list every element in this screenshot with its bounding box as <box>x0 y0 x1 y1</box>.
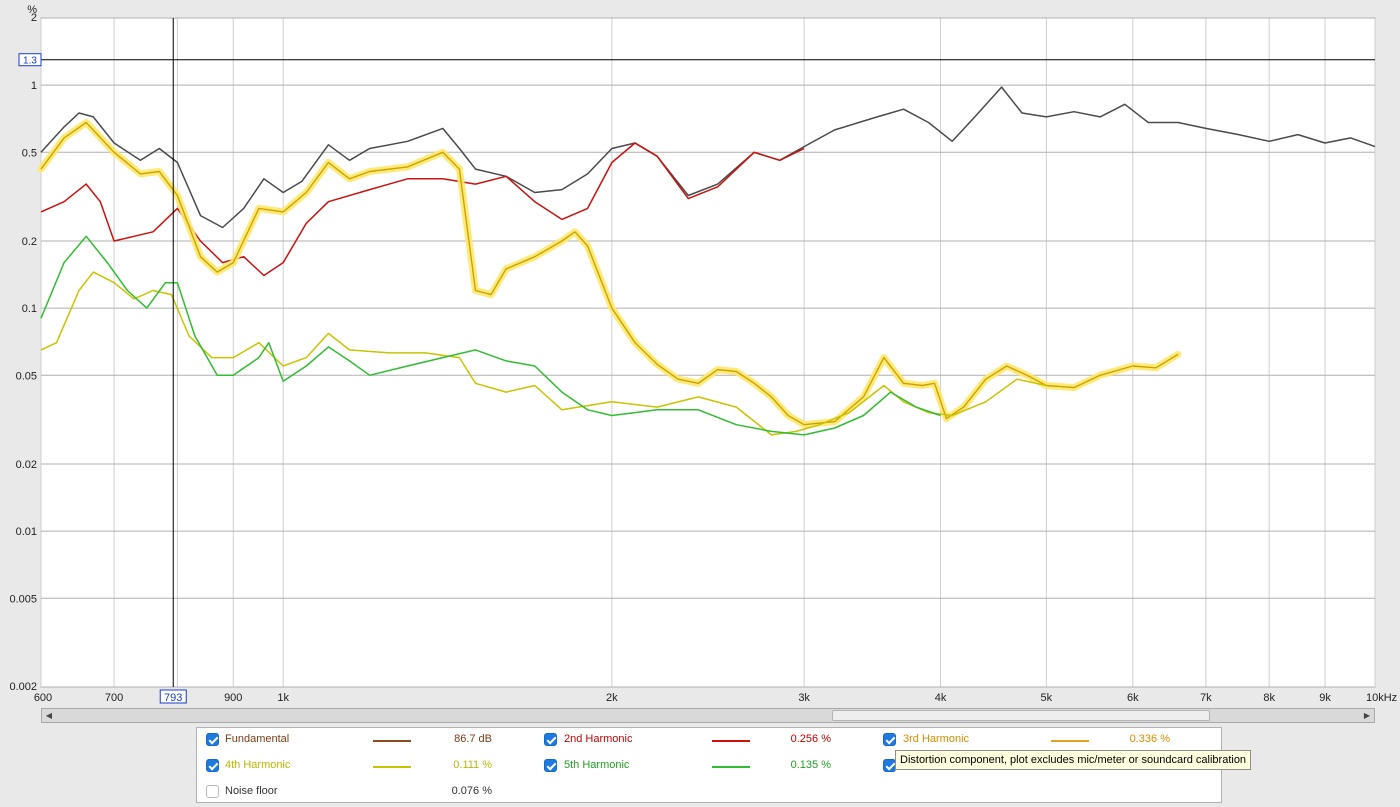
fifth-harmonic-checkbox[interactable] <box>544 759 557 772</box>
third-series-line <box>40 121 1179 426</box>
y-tick-label: 1 <box>31 80 37 92</box>
cursor-x-box <box>159 689 187 704</box>
third-harmonic-label: 3rd Harmonic <box>903 733 970 745</box>
noise-floor-value: 0.076 % <box>451 785 492 797</box>
second-harmonic-swatch <box>712 740 750 742</box>
third-harmonic-checkbox[interactable] <box>883 733 896 746</box>
fifth-harmonic-label: 5th Harmonic <box>564 759 630 771</box>
scroll-right-arrow-icon[interactable]: ▶ <box>1363 711 1371 720</box>
y-tick-label: 0.5 <box>22 147 37 159</box>
cursor-x-label: 793 <box>164 692 182 704</box>
x-tick-label: 700 <box>105 692 123 704</box>
y-tick-label: 0.005 <box>9 593 37 605</box>
x-tick-label: 600 <box>34 692 52 704</box>
horizontal-scrollbar[interactable]: ◀ ▶ <box>41 708 1375 723</box>
fourth-harmonic-value: 0.111 % <box>453 759 492 771</box>
second-series-line <box>40 142 805 277</box>
x-tick-label: 900 <box>224 692 242 704</box>
y-tick-label: 2 <box>31 12 37 24</box>
cursor-y-box <box>18 53 42 67</box>
chart-svg[interactable]: 1.3 793 2 1 0.5 0.2 0.1 0.05 0.02 0.01 0.005 0.002… <box>0 0 1400 707</box>
fourth-harmonic-swatch <box>373 766 411 768</box>
scroll-left-arrow-icon[interactable]: ◀ <box>45 711 53 720</box>
y-tick-label: 0.002 <box>9 681 37 693</box>
tooltip: Distortion component, plot excludes mic/… <box>895 750 1252 770</box>
plot-area[interactable] <box>40 17 1376 688</box>
noise-floor-checkbox[interactable] <box>206 785 219 798</box>
x-tick-label: 4k <box>935 692 947 704</box>
fundamental-label: Fundamental <box>225 733 290 745</box>
fundamental-value: 86.7 dB <box>454 733 492 745</box>
x-tick-label: 1k <box>277 692 289 704</box>
x-tick-label: 5k <box>1041 692 1053 704</box>
x-tick-label: 9k <box>1319 692 1331 704</box>
y-unit-label: % <box>27 4 37 16</box>
y-tick-label: 0.05 <box>16 370 37 382</box>
y-tick-label: 0.01 <box>16 526 37 538</box>
y-tick-label: 0.2 <box>22 236 37 248</box>
second-harmonic-value: 0.256 % <box>790 733 831 745</box>
third-harmonic-swatch <box>1051 740 1089 742</box>
scroll-thumb[interactable] <box>832 710 1210 721</box>
fundamental-checkbox[interactable] <box>206 733 219 746</box>
x-tick-label: 6k <box>1127 692 1139 704</box>
third-harmonic-value: 0.336 % <box>1129 733 1170 745</box>
y-tick-label: 0.1 <box>22 303 37 315</box>
fifth-series-line <box>40 235 941 436</box>
fourth-series-line <box>40 271 1047 436</box>
second-harmonic-label: 2nd Harmonic <box>564 733 633 745</box>
x-tick-label: 2k <box>606 692 618 704</box>
y-tick-label: 0.02 <box>16 459 37 471</box>
x-tick-label: 7k <box>1200 692 1212 704</box>
fifth-harmonic-value: 0.135 % <box>790 759 831 771</box>
distortion-plot[interactable]: 1.3 793 2 1 0.5 0.2 0.1 0.05 0.02 0.01 0.005 0.002… <box>0 0 1400 707</box>
fifth-harmonic-swatch <box>712 766 750 768</box>
x-tick-label: 3k <box>798 692 810 704</box>
x-tick-label: 10kHz <box>1366 692 1397 704</box>
noise-floor-label: Noise floor <box>225 785 278 797</box>
cursor-y-label: 1.3 <box>23 56 37 67</box>
fourth-harmonic-label: 4th Harmonic <box>225 759 291 771</box>
second-harmonic-checkbox[interactable] <box>544 733 557 746</box>
fundamental-swatch <box>373 740 411 742</box>
x-tick-label: 8k <box>1263 692 1275 704</box>
fourth-harmonic-checkbox[interactable] <box>206 759 219 772</box>
